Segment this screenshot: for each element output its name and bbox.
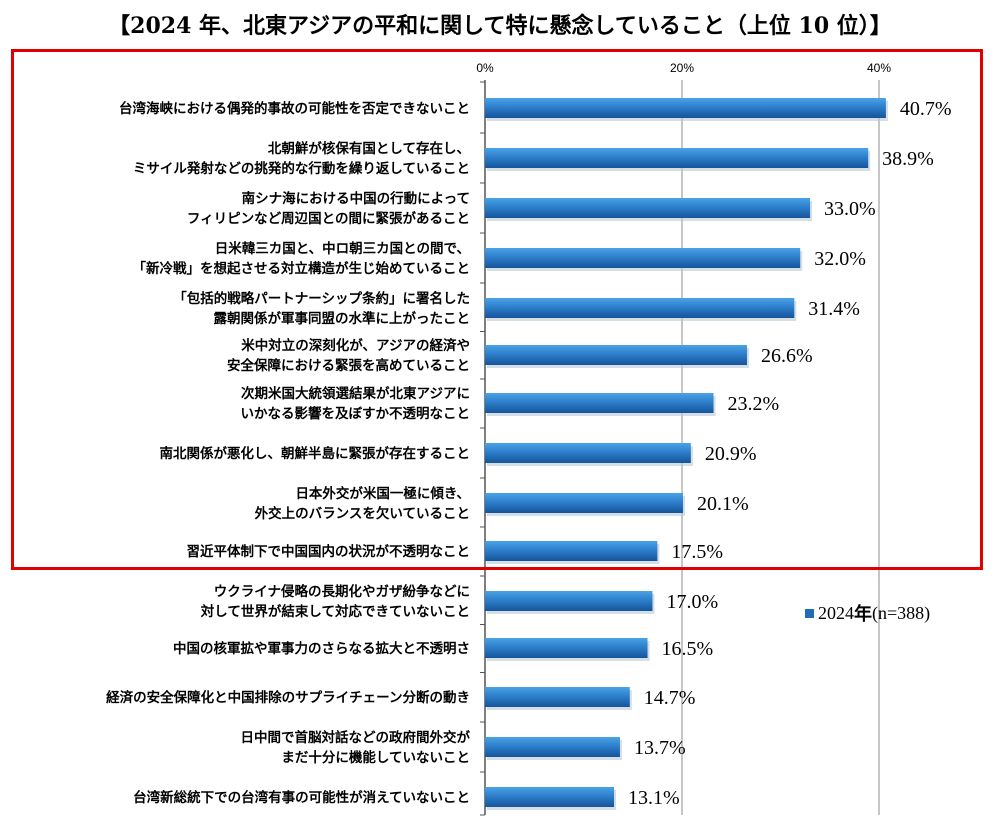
value-label: 14.7% (644, 687, 696, 709)
bar (485, 393, 714, 413)
category-label: 日本外交が米国一極に傾き、 (295, 485, 470, 502)
category-label: まだ十分に機能していないこと (281, 749, 470, 766)
category-label: 「新冷戦」を想起させる対立構造が生じ始めていること (133, 260, 471, 277)
bar (485, 98, 886, 118)
legend-year-suffix: 年 (854, 604, 872, 625)
category-label: 習近平体制下で中国国内の状況が不透明なこと (187, 543, 471, 560)
category-label: 南シナ海における中国の行動によって (242, 190, 470, 207)
category-label: 北朝鮮が核保有国として存在し、 (268, 140, 470, 157)
category-label: フィリピンなど周辺国との間に緊張があること (187, 210, 470, 227)
category-label: 露朝関係が軍事同盟の水準に上がったこと (214, 310, 471, 327)
value-label: 26.6% (761, 345, 813, 367)
bar (485, 737, 620, 757)
value-label: 20.1% (697, 493, 749, 515)
bar (485, 687, 630, 707)
bar (485, 493, 683, 513)
category-label: 対して世界が結束して対応できていないこと (200, 603, 470, 620)
value-label: 40.7% (900, 98, 952, 120)
category-label: 台湾新総統下での台湾有事の可能性が消えていないこと (133, 789, 470, 806)
value-label: 38.9% (882, 148, 934, 170)
bar (485, 541, 658, 561)
category-label: 中国の核軍拡や軍事力のさらなる拡大と不透明さ (173, 640, 470, 657)
legend-n: (n=388) (872, 602, 931, 623)
category-label: 南北関係が悪化し、朝鮮半島に緊張が存在すること (160, 445, 471, 462)
category-label: 経済の安全保障化と中国排除のサプライチェーン分断の動き (106, 689, 470, 706)
category-label: いかなる影響を及ぼすか不透明なこと (241, 405, 471, 422)
category-label: 次期米国大統領選結果が北東アジアに (241, 385, 470, 402)
tick-label-0: 0% (476, 61, 494, 75)
bar (485, 787, 615, 807)
chart-title: 【2024 年、北東アジアの平和に関して特に懸念していること（上位 10 位）】 (108, 13, 892, 39)
value-label: 31.4% (808, 298, 860, 320)
category-label: ウクライナ侵略の長期化やガザ紛争などに (214, 583, 470, 600)
bar (485, 638, 648, 658)
bar (485, 345, 748, 365)
bar (485, 198, 811, 218)
value-label: 17.0% (666, 591, 718, 613)
value-label: 13.7% (634, 737, 686, 759)
tick-label-20: 20% (670, 61, 694, 75)
value-label: 23.2% (728, 393, 780, 415)
bar (485, 443, 691, 463)
category-label: 外交上のバランスを欠いていること (255, 505, 470, 522)
value-label: 33.0% (824, 198, 876, 220)
top10-highlight-box (11, 49, 983, 570)
bar (485, 298, 795, 318)
tick-label-40: 40% (867, 61, 891, 75)
value-label: 13.1% (628, 787, 680, 809)
category-label: 台湾海峡における偶発的事故の可能性を否定できないこと (119, 100, 470, 117)
category-label: 日中間で首脳対話などの政府間外交が (241, 729, 471, 746)
category-label: 日米韓三カ国と、中ロ朝三カ国との間で、 (215, 240, 470, 257)
legend-swatch (805, 608, 814, 618)
legend-year: 2024 (818, 602, 854, 623)
value-label: 16.5% (662, 638, 714, 660)
value-label: 20.9% (705, 443, 757, 465)
bar (485, 148, 869, 168)
category-label: 安全保障における緊張を高めていること (227, 357, 470, 374)
value-label: 32.0% (814, 248, 866, 270)
bar (485, 248, 801, 268)
value-label: 17.5% (671, 541, 723, 563)
category-label: 「包括的戦略パートナーシップ条約」に署名した (173, 290, 470, 307)
category-label: ミサイル発射などの挑発的な行動を繰り返していること (133, 160, 470, 177)
legend: 2024 年 (n=388) (805, 600, 930, 626)
category-label: 米中対立の深刻化が、アジアの経済や (241, 337, 470, 354)
bar (485, 591, 653, 611)
